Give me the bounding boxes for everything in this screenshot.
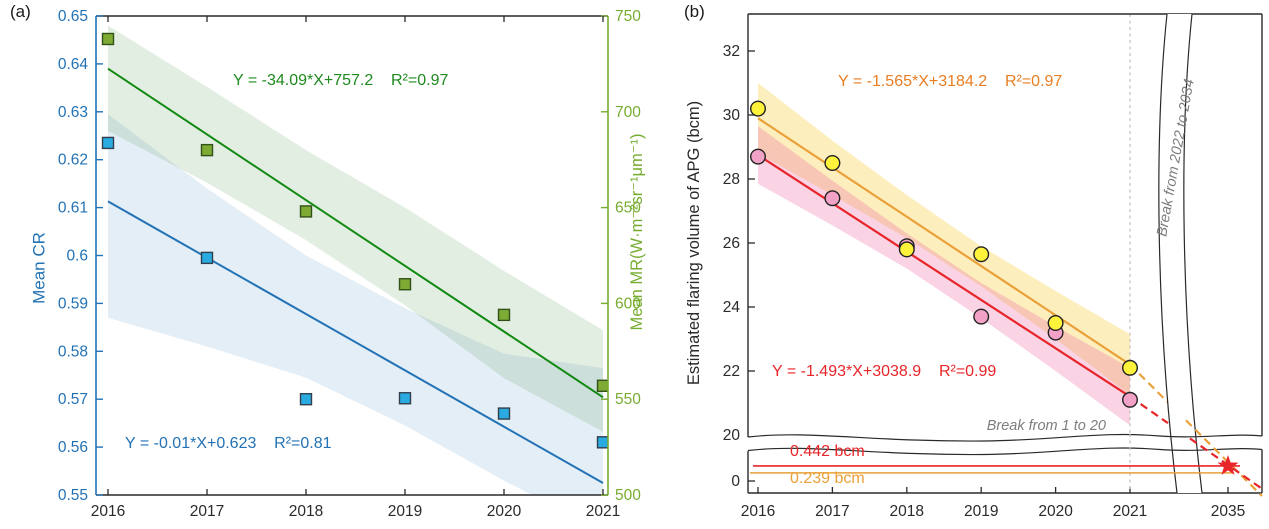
left-tick-label: 0.61 bbox=[58, 200, 88, 217]
x-tick-label: 2021 bbox=[586, 503, 620, 520]
right-tick-label: 550 bbox=[615, 391, 641, 408]
cr-marker bbox=[200, 251, 214, 265]
x-break-left-curve bbox=[1158, 13, 1178, 494]
upper-marker bbox=[1121, 359, 1138, 376]
right-tick-label: 650 bbox=[615, 200, 641, 217]
break-y-label: Break from 1 to 20 bbox=[986, 418, 1106, 434]
upper-projection-dashed-bottom bbox=[1185, 419, 1263, 497]
equation-upper: Y = -1.565*X+3184.2 R²=0.97 bbox=[838, 73, 1063, 90]
left-tick-label: 0.58 bbox=[58, 343, 88, 360]
lower-marker bbox=[824, 190, 841, 207]
b-x-tick-label: 2017 bbox=[815, 503, 849, 520]
mr-confidence-band bbox=[108, 25, 603, 432]
left-tick-label: 0.57 bbox=[58, 391, 88, 408]
lower-marker bbox=[1121, 391, 1138, 408]
mr-marker bbox=[200, 143, 214, 157]
y-break-bottom-curve bbox=[747, 447, 1263, 456]
upper-confidence-band bbox=[758, 83, 1130, 395]
equation-mr: Y = -34.09*X+757.2 R²=0.97 bbox=[233, 72, 449, 89]
mr-marker bbox=[101, 32, 115, 46]
b-x-tick-label: 2035 bbox=[1211, 503, 1245, 520]
equation-cr: Y = -0.01*X+0.623 R²=0.81 bbox=[125, 435, 332, 452]
equation-lower: Y = -1.493*X+3038.9 R²=0.99 bbox=[772, 363, 997, 380]
mr-marker bbox=[299, 205, 313, 218]
cr-marker bbox=[101, 136, 115, 150]
panel-a-plot bbox=[101, 25, 608, 495]
b-y-tick-label: 28 bbox=[723, 171, 740, 188]
b-y-tick-label: 20 bbox=[723, 427, 741, 444]
upper-projection-dashed bbox=[1129, 363, 1169, 404]
lower-trend-line bbox=[757, 154, 1131, 398]
lower-marker bbox=[750, 148, 767, 165]
cr-trend-line bbox=[107, 200, 604, 484]
axis-label-apg: Estimated flaring volume of APG (bcm) bbox=[684, 100, 703, 386]
cr-confidence-band bbox=[108, 114, 603, 495]
mr-marker bbox=[398, 278, 412, 291]
x-break-right-curve bbox=[1183, 13, 1203, 494]
x-tick-label: 2020 bbox=[487, 503, 522, 520]
residual-label-red: 0.442 bcm bbox=[790, 443, 865, 460]
mr-marker bbox=[497, 308, 511, 322]
b-zero-tick-label: 0 bbox=[731, 473, 740, 490]
upper-marker bbox=[973, 246, 990, 263]
upper-marker bbox=[824, 154, 841, 171]
lower-marker bbox=[973, 308, 990, 325]
panel-a-letter: (a) bbox=[10, 2, 31, 21]
cr-marker bbox=[497, 407, 511, 420]
b-x-tick-label: 2016 bbox=[741, 503, 775, 520]
axis-label-mean-cr: Mean CR bbox=[29, 232, 49, 304]
b-y-tick-label: 26 bbox=[723, 235, 740, 252]
x-tick-label: 2016 bbox=[91, 503, 125, 520]
panel-b-plot bbox=[750, 14, 1169, 434]
left-tick-label: 0.6 bbox=[66, 248, 88, 265]
cr-marker bbox=[398, 392, 412, 405]
left-tick-label: 0.63 bbox=[58, 104, 88, 121]
left-tick-label: 0.59 bbox=[58, 295, 88, 312]
b-y-tick-label: 22 bbox=[723, 363, 740, 380]
mr-marker bbox=[596, 379, 608, 392]
b-y-tick-label: 30 bbox=[723, 107, 741, 124]
x-break-band bbox=[1158, 14, 1202, 493]
left-tick-label: 0.56 bbox=[58, 439, 88, 456]
b-x-tick-label: 2021 bbox=[1113, 503, 1147, 520]
cr-marker bbox=[299, 393, 313, 406]
mr-trend-line bbox=[107, 67, 604, 399]
left-tick-label: 0.64 bbox=[58, 56, 89, 73]
x-tick-label: 2018 bbox=[289, 503, 323, 520]
projection-star bbox=[1217, 455, 1239, 475]
left-tick-label: 0.65 bbox=[58, 8, 88, 25]
upper-trend-line bbox=[757, 117, 1131, 366]
right-tick-label: 700 bbox=[615, 104, 641, 121]
right-tick-label: 500 bbox=[615, 487, 641, 504]
axis-label-mean-mr: Mean MR(W·m⁻²sr⁻¹μm⁻¹) bbox=[627, 133, 646, 331]
x-tick-label: 2017 bbox=[190, 503, 224, 520]
upper-marker bbox=[898, 241, 915, 258]
panel-b-letter: (b) bbox=[684, 2, 705, 21]
right-tick-label: 750 bbox=[615, 8, 641, 25]
upper-marker bbox=[1047, 315, 1064, 332]
upper-marker bbox=[750, 100, 767, 117]
left-tick-label: 0.62 bbox=[58, 152, 88, 169]
b-x-tick-label: 2018 bbox=[890, 503, 924, 520]
cr-marker bbox=[596, 436, 608, 449]
b-x-tick-label: 2020 bbox=[1038, 503, 1073, 520]
x-tick-label: 2019 bbox=[388, 503, 422, 520]
y-break-band bbox=[748, 434, 1262, 455]
b-y-tick-label: 32 bbox=[723, 43, 740, 60]
b-x-tick-label: 2019 bbox=[964, 503, 998, 520]
b-y-tick-label: 24 bbox=[723, 299, 741, 316]
residual-label-orange: 0.239 bcm bbox=[790, 470, 865, 487]
left-tick-label: 0.55 bbox=[58, 487, 88, 504]
y-break-top-curve bbox=[747, 433, 1263, 442]
right-tick-label: 600 bbox=[615, 295, 641, 312]
